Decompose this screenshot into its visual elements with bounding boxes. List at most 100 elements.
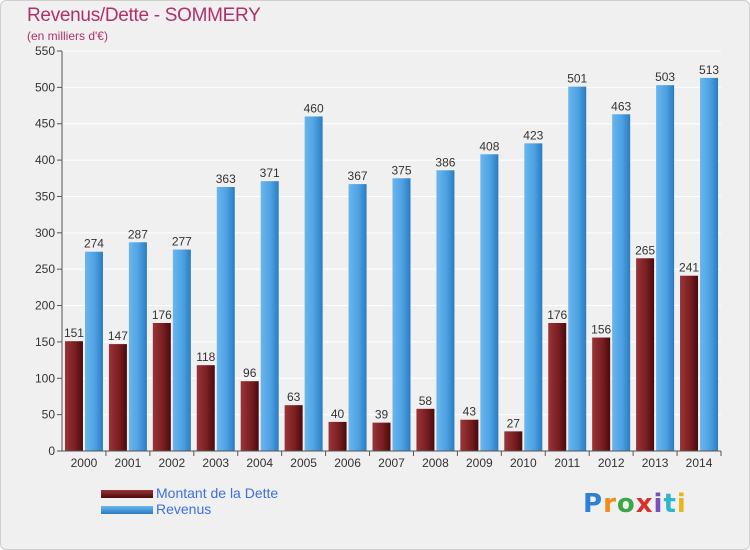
y-tick-label: 50	[42, 408, 56, 422]
legend-swatch-revenue	[101, 506, 153, 514]
bar-debt	[680, 275, 699, 451]
bar-debt	[548, 323, 567, 451]
bar-debt	[504, 431, 523, 451]
data-label-debt: 63	[287, 390, 301, 404]
data-label-debt: 96	[243, 366, 257, 380]
data-label-revenue: 423	[523, 128, 543, 142]
data-label-revenue: 274	[84, 237, 104, 251]
legend-swatch-debt	[101, 490, 153, 498]
y-tick-label: 100	[35, 371, 55, 385]
chart-title: Revenus/Dette - SOMMERY	[27, 5, 261, 26]
x-tick-label: 2010	[510, 456, 537, 470]
bar-revenue	[612, 114, 631, 451]
bar-debt	[416, 408, 435, 451]
data-label-revenue: 501	[567, 72, 587, 86]
bar-revenue	[524, 143, 543, 451]
x-tick-label: 2007	[378, 456, 405, 470]
x-tick-label: 2011	[554, 456, 580, 470]
bar-debt	[460, 419, 479, 451]
bar-revenue	[304, 116, 323, 452]
data-label-revenue: 363	[216, 172, 236, 186]
bar-debt	[108, 344, 127, 451]
data-label-revenue: 386	[435, 155, 455, 169]
x-tick-label: 2009	[466, 456, 493, 470]
y-tick-label: 350	[35, 189, 55, 203]
data-label-revenue: 375	[391, 163, 411, 177]
logo-letter: i	[653, 489, 664, 519]
bar-revenue	[700, 77, 719, 451]
bar-debt	[284, 405, 303, 451]
data-label-debt: 176	[152, 308, 172, 322]
bar-revenue	[348, 184, 367, 451]
y-tick-label: 250	[35, 262, 55, 276]
data-label-revenue: 277	[172, 235, 192, 249]
logo-letter: x	[635, 489, 654, 519]
logo-letter: o	[616, 489, 636, 519]
y-tick-label: 200	[35, 299, 55, 313]
data-label-debt: 27	[507, 416, 521, 430]
data-label-debt: 241	[679, 261, 699, 275]
x-tick-label: 2006	[334, 456, 361, 470]
data-label-revenue: 503	[655, 70, 675, 84]
legend-label-debt: Montant de la Dette	[156, 485, 279, 501]
x-tick-label: 2014	[686, 456, 713, 470]
bar-debt	[240, 381, 259, 451]
logo-letter: i	[676, 489, 687, 519]
data-label-debt: 176	[547, 308, 567, 322]
x-tick-label: 2001	[115, 456, 142, 470]
bars: 151 274 147 287 176 277 118 363 96 371 63 460 40 367 3…	[64, 63, 719, 452]
grid-lines	[62, 50, 721, 416]
axes: 0 50 100 150 200 250 300 350 400 450 500 550 2000 200…	[35, 44, 722, 470]
bar-debt	[592, 337, 611, 451]
y-tick-label: 300	[35, 226, 55, 240]
bar-revenue	[216, 187, 235, 451]
chart-subtitle: (en milliers d'€)	[27, 29, 108, 43]
bar-revenue	[436, 170, 455, 452]
x-tick-label: 2002	[158, 456, 185, 470]
bar-revenue	[84, 251, 103, 451]
data-label-debt: 156	[591, 323, 611, 337]
x-tick-label: 2013	[642, 456, 669, 470]
y-tick-label: 500	[35, 80, 55, 94]
data-label-debt: 147	[108, 329, 128, 343]
x-tick-label: 2003	[202, 456, 229, 470]
data-label-revenue: 460	[304, 101, 324, 115]
bar-debt	[196, 365, 215, 451]
y-tick-label: 150	[35, 335, 55, 349]
bar-debt	[372, 422, 391, 451]
data-label-debt: 151	[64, 326, 84, 340]
bar-revenue	[172, 249, 191, 451]
bar-debt	[636, 258, 655, 451]
x-tick-label: 2005	[290, 456, 317, 470]
bar-revenue	[656, 85, 675, 451]
bar-debt	[328, 421, 347, 451]
data-label-debt: 40	[331, 407, 345, 421]
data-label-debt: 58	[419, 394, 433, 408]
y-tick-label: 550	[35, 44, 55, 58]
data-label-revenue: 463	[611, 99, 631, 113]
data-label-revenue: 371	[260, 166, 280, 180]
data-label-revenue: 367	[348, 169, 368, 183]
bar-revenue	[128, 242, 147, 451]
x-tick-label: 2000	[71, 456, 98, 470]
x-tick-label: 2004	[246, 456, 273, 470]
bar-revenue	[260, 181, 279, 451]
data-label-debt: 265	[635, 243, 655, 257]
y-tick-label: 400	[35, 153, 55, 167]
bar-revenue	[480, 154, 499, 452]
bar-debt	[64, 341, 83, 451]
legend-label-revenue: Revenus	[156, 501, 212, 517]
bar-revenue	[392, 178, 411, 452]
data-label-debt: 39	[375, 408, 389, 422]
data-label-debt: 43	[463, 405, 477, 419]
logo-letter: P	[583, 489, 604, 519]
x-tick-label: 2012	[598, 456, 625, 470]
logo-letter: t	[663, 489, 677, 519]
data-label-debt: 118	[196, 350, 215, 364]
proxiti-logo: Proxiti	[583, 489, 687, 519]
bar-debt	[152, 323, 171, 451]
y-tick-label: 0	[48, 444, 55, 458]
x-tick-label: 2008	[422, 456, 449, 470]
